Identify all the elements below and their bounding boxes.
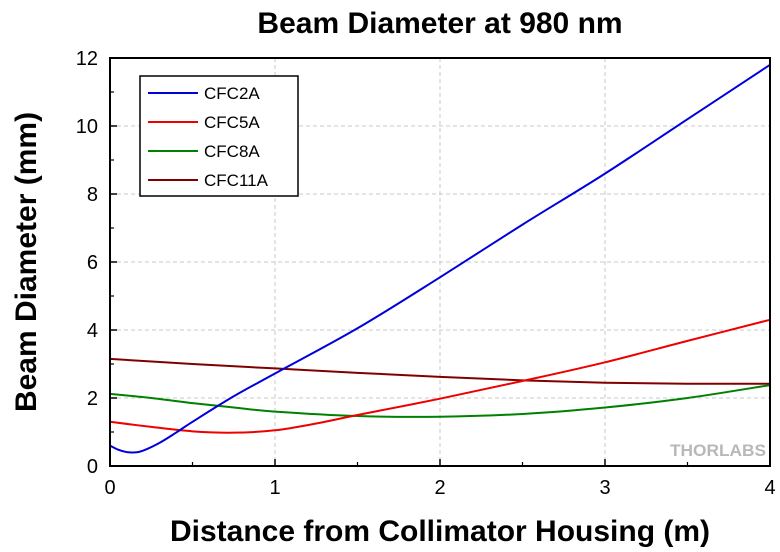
y-tick-label: 0 bbox=[87, 456, 98, 478]
legend-box bbox=[139, 75, 299, 197]
y-tick-label: 4 bbox=[87, 320, 98, 342]
y-tick-label: 10 bbox=[76, 116, 98, 138]
y-axis-title: Beam Diameter (mm) bbox=[10, 112, 43, 412]
x-tick-label: 3 bbox=[599, 477, 610, 499]
legend-label-cfc2a: CFC2A bbox=[204, 84, 260, 103]
y-tick-label: 12 bbox=[76, 48, 98, 70]
watermark-logo: THORLABS bbox=[670, 441, 766, 460]
y-tick-label: 6 bbox=[87, 252, 98, 274]
x-tick-label: 0 bbox=[104, 477, 115, 499]
y-tick-label: 8 bbox=[87, 184, 98, 206]
series-line-cfc5a bbox=[109, 318, 771, 434]
y-tick-label: 2 bbox=[87, 388, 98, 410]
x-tick-label: 2 bbox=[434, 477, 445, 499]
legend-label-cfc5a: CFC5A bbox=[204, 113, 260, 132]
x-tick-label: 4 bbox=[764, 477, 775, 499]
data-curves bbox=[109, 63, 771, 454]
legend-label-cfc8a: CFC8A bbox=[204, 142, 260, 161]
chart-title: Beam Diameter at 980 nm bbox=[257, 7, 622, 40]
x-axis-title: Distance from Collimator Housing (m) bbox=[170, 515, 710, 548]
series-line-cfc11a bbox=[109, 357, 771, 385]
legend-label-cfc11a: CFC11A bbox=[204, 171, 269, 190]
series-line-cfc8a bbox=[109, 384, 771, 418]
series-line-cfc2a bbox=[109, 63, 771, 454]
x-tick-label: 1 bbox=[269, 477, 280, 499]
legend: CFC2A CFC5A CFC8A CFC11A bbox=[139, 75, 299, 197]
